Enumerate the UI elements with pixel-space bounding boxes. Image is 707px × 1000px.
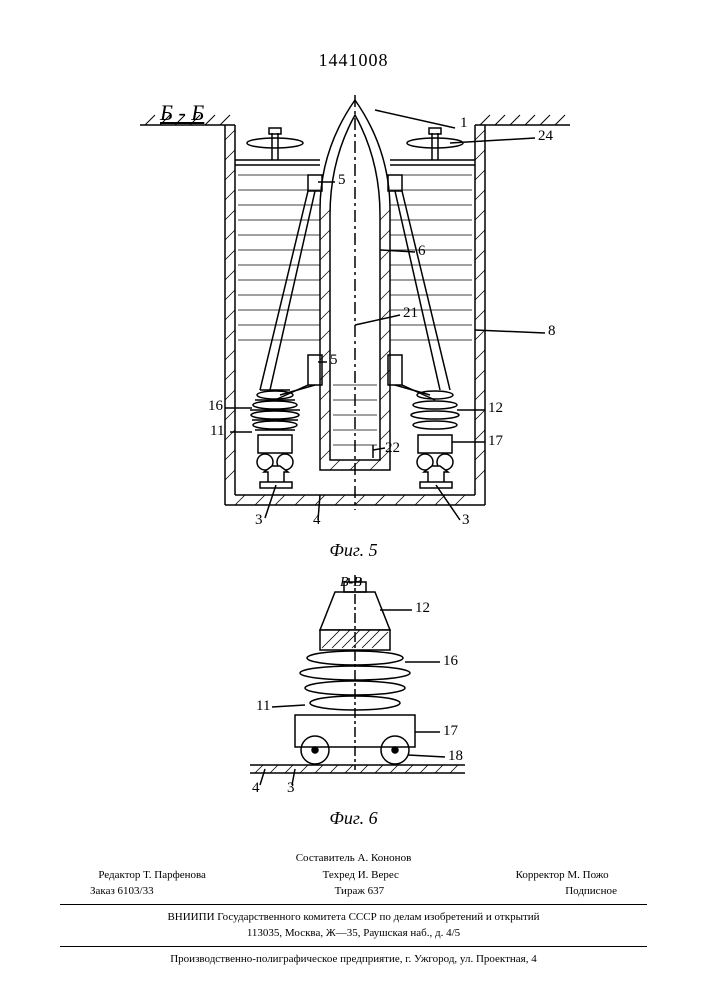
fig6-caption: Фиг. 6 xyxy=(329,808,377,829)
figure-5-svg xyxy=(120,90,580,530)
patent-number: 1441008 xyxy=(319,50,389,71)
ref-3a: 3 xyxy=(255,512,263,529)
ref-12: 12 xyxy=(488,400,503,417)
fig5-caption: Фиг. 5 xyxy=(329,540,377,561)
divider xyxy=(60,904,647,905)
ref-11: 11 xyxy=(210,423,224,440)
ref-8: 8 xyxy=(548,323,556,340)
ref-4: 4 xyxy=(313,512,321,529)
ref-5b: 5 xyxy=(330,352,338,369)
ref-21: 21 xyxy=(403,305,418,322)
ref-17: 17 xyxy=(488,433,503,450)
vniipi-line2: 113035, Москва, Ж—35, Раушская наб., д. … xyxy=(0,925,707,942)
ref-24: 24 xyxy=(538,128,553,145)
ref6-18: 18 xyxy=(448,748,463,765)
ref-5a: 5 xyxy=(338,172,346,189)
compiler: Составитель А. Кононов xyxy=(0,850,707,867)
ref6-12: 12 xyxy=(415,600,430,617)
figure-5: 1 24 5 6 21 8 5 16 11 12 17 22 3 3 4 xyxy=(120,90,580,530)
ref-16: 16 xyxy=(208,398,223,415)
ref-1: 1 xyxy=(460,115,468,132)
ref-22: 22 xyxy=(385,440,400,457)
tirage: Тираж 637 xyxy=(335,883,385,900)
ref-6: 6 xyxy=(418,243,426,260)
ref6-16: 16 xyxy=(443,653,458,670)
credits-block: Составитель А. Кононов Редактор Т. Парфе… xyxy=(0,850,707,967)
page: 1441008 Б - Б xyxy=(0,0,707,1000)
corrector: Корректор М. Пожо xyxy=(516,867,609,884)
ref-3b: 3 xyxy=(462,512,470,529)
editor: Редактор Т. Парфенова xyxy=(98,867,206,884)
ref6-17: 17 xyxy=(443,723,458,740)
press: Производственно-полиграфическое предприя… xyxy=(0,951,707,968)
figure-6-svg xyxy=(240,570,480,800)
ref6-4: 4 xyxy=(252,780,260,797)
techred: Техред И. Верес xyxy=(323,867,399,884)
ref6-3: 3 xyxy=(287,780,295,797)
divider2 xyxy=(60,946,647,947)
vniipi-line1: ВНИИПИ Государственного комитета СССР по… xyxy=(0,909,707,926)
order: Заказ 6103/33 xyxy=(90,883,154,900)
signed: Подписное xyxy=(565,883,617,900)
ref6-11: 11 xyxy=(256,698,270,715)
figure-6: 12 16 11 17 18 3 4 xyxy=(240,570,480,800)
